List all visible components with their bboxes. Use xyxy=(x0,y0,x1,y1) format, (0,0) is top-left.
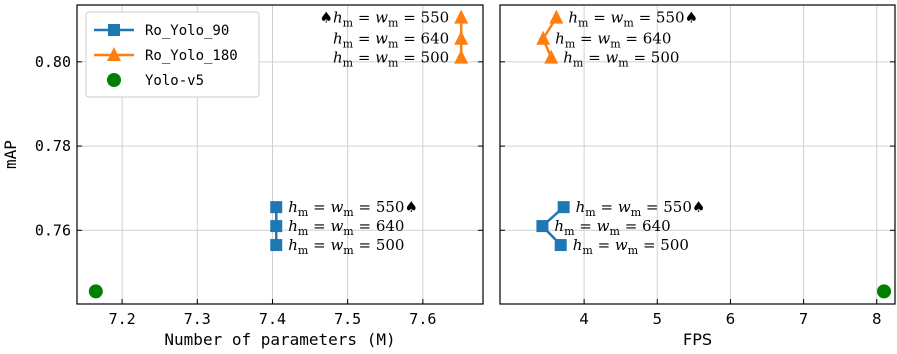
x-tick-label: 7.2 xyxy=(109,310,136,328)
series-Ro_Yolo_180 xyxy=(454,9,469,64)
data-point xyxy=(88,284,103,299)
x-tick-label: 8 xyxy=(872,310,882,328)
data-point xyxy=(557,201,570,214)
x-tick-label: 4 xyxy=(579,310,589,328)
plot-frame xyxy=(76,4,484,305)
y-axis-label: mAP xyxy=(1,140,20,169)
legend-marker xyxy=(107,73,121,87)
legend: Ro_Yolo_90 Ro_Yolo_180 Yolo-v5 xyxy=(85,11,260,98)
annotation-label: hm = wm = 500 xyxy=(563,49,679,70)
annotation-label: hm = wm = 550♠ xyxy=(568,9,698,30)
legend-entry: Yolo-v5 xyxy=(107,73,204,89)
x-tick-label: 7.4 xyxy=(259,310,286,328)
x-tick-label: 7.5 xyxy=(334,310,361,328)
annotation-label: hm = wm = 640 xyxy=(333,30,449,51)
data-point xyxy=(536,30,551,45)
legend-label: Ro_Yolo_90 xyxy=(145,23,229,39)
legend-box xyxy=(85,11,260,98)
data-point xyxy=(454,30,469,45)
plot-frame xyxy=(499,4,896,305)
x-tick-label: 7.3 xyxy=(184,310,211,328)
x-axis-label: Number of parameters (M) xyxy=(164,330,395,349)
annotation-label: hm = wm = 500 xyxy=(573,236,689,257)
annotation-label: hm = wm = 500 xyxy=(333,49,449,70)
series-Ro_Yolo_90 xyxy=(536,201,570,252)
series-Ro_Yolo_180 xyxy=(536,9,564,64)
data-point xyxy=(536,220,549,233)
x-tick-label: 7 xyxy=(799,310,809,328)
left-panel: 7.2 7.3 7.4 7.5 7.6 0.76 0.78 0.80 Number of par… xyxy=(1,4,484,349)
y-tick-label: 0.80 xyxy=(35,53,71,71)
annotation-label: hm = wm = 550♠ xyxy=(576,198,706,219)
legend-label: Yolo-v5 xyxy=(145,73,204,89)
x-axis-label: FPS xyxy=(683,330,712,349)
data-point xyxy=(270,201,283,214)
x-tick-label: 6 xyxy=(726,310,736,328)
annotation-label: hm = wm = 640 xyxy=(555,30,671,51)
data-point xyxy=(549,9,564,24)
x-tick-label: 7.6 xyxy=(409,310,436,328)
data-point xyxy=(454,9,469,24)
series-Yolo-v5 xyxy=(877,284,892,299)
series-Ro_Yolo_90 xyxy=(270,201,283,252)
legend-entry: Ro_Yolo_180 xyxy=(94,47,238,64)
legend-marker xyxy=(107,47,121,61)
legend-entry: Ro_Yolo_90 xyxy=(94,23,229,39)
y-tick-label: 0.76 xyxy=(35,221,71,239)
data-point xyxy=(554,239,567,252)
series-Yolo-v5 xyxy=(88,284,103,299)
data-point xyxy=(270,220,283,233)
y-tick-label: 0.78 xyxy=(35,137,71,155)
legend-label: Ro_Yolo_180 xyxy=(145,48,238,64)
annotation-label: hm = wm = 640 xyxy=(554,217,670,238)
data-point xyxy=(270,239,283,252)
x-tick-label: 5 xyxy=(652,310,662,328)
data-point xyxy=(454,49,469,64)
annotation-label: ♠hm = wm = 550 xyxy=(319,9,449,30)
annotation-label: hm = wm = 550♠ xyxy=(288,198,418,219)
data-point xyxy=(877,284,892,299)
data-point xyxy=(544,49,559,64)
annotation-label: hm = wm = 500 xyxy=(288,236,404,257)
annotation-label: hm = wm = 640 xyxy=(288,217,404,238)
legend-marker xyxy=(108,24,120,36)
